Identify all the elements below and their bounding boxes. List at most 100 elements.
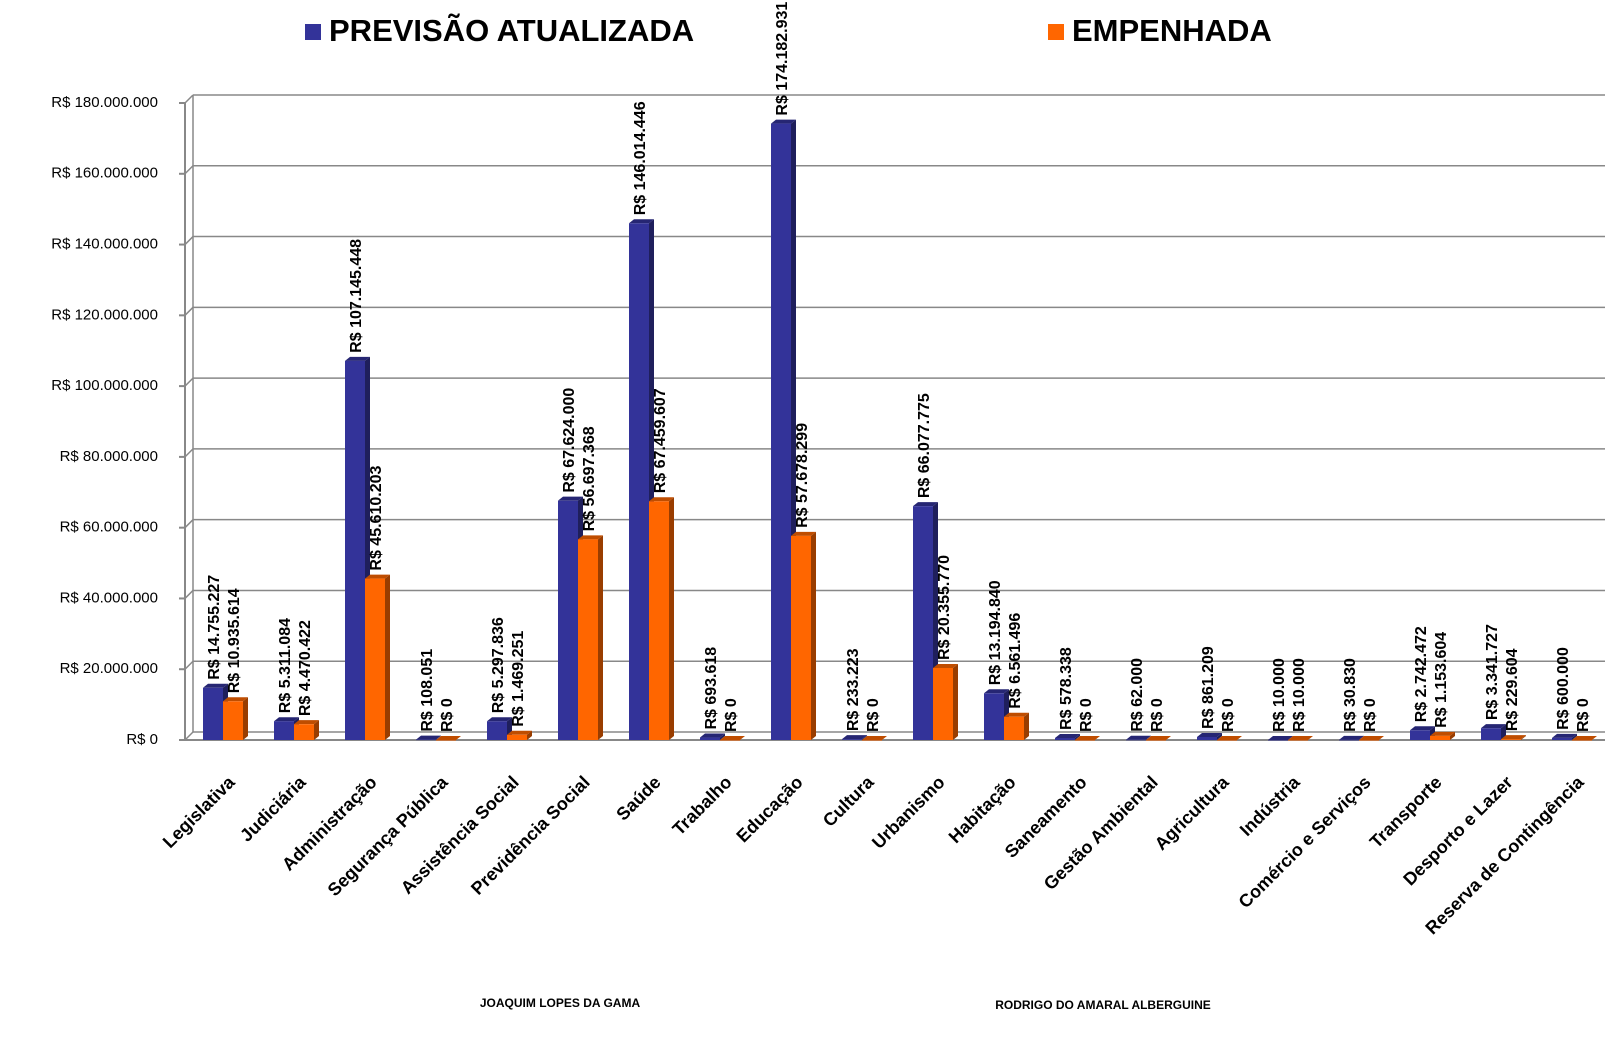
value-label: R$ 13.194.840 xyxy=(987,580,1004,685)
bar-top xyxy=(1126,735,1151,740)
x-tick-label: Agricultura xyxy=(1151,771,1234,854)
value-label: R$ 0 xyxy=(1362,698,1379,732)
bar xyxy=(700,737,720,740)
y-tick-label: R$ 140.000.000 xyxy=(51,236,158,253)
bar-top xyxy=(1075,736,1100,740)
bar-side xyxy=(1146,735,1151,740)
x-tick-label: Comércio e Serviços xyxy=(1235,772,1375,912)
bar xyxy=(649,501,669,740)
value-label: R$ 5.297.836 xyxy=(490,617,507,713)
bar-top xyxy=(345,356,370,361)
grid-line-side xyxy=(184,519,194,529)
bar-top xyxy=(933,663,958,668)
bar-side xyxy=(1521,735,1526,740)
value-label: R$ 600.000 xyxy=(1555,647,1572,730)
legend-swatch xyxy=(1048,24,1064,40)
bar xyxy=(984,693,1004,740)
y-tick-label: R$ 20.000.000 xyxy=(60,660,158,677)
bar-top xyxy=(416,735,441,740)
bar-top xyxy=(629,219,654,224)
value-label: R$ 861.209 xyxy=(1200,646,1217,729)
bar-top xyxy=(862,736,887,740)
bar-top xyxy=(1552,733,1577,738)
bar-side xyxy=(436,735,441,740)
grid-line-side xyxy=(184,448,194,458)
y-tick-label: R$ 40.000.000 xyxy=(60,589,158,606)
bar xyxy=(1126,739,1146,741)
bar xyxy=(1197,736,1217,740)
bar xyxy=(294,724,314,740)
x-tick-label: Indústria xyxy=(1236,771,1305,840)
value-label: R$ 6.561.496 xyxy=(1007,613,1024,709)
bar xyxy=(436,740,456,741)
grid-line-side xyxy=(184,589,194,599)
x-tick-label: Educação xyxy=(732,772,806,846)
bar-top xyxy=(842,735,867,740)
x-tick-label: Assistência Social xyxy=(397,772,523,898)
bar-side xyxy=(1450,731,1455,740)
bar-side xyxy=(1075,733,1080,740)
value-label: R$ 0 xyxy=(1078,698,1095,732)
value-label: R$ 0 xyxy=(439,698,456,732)
bar xyxy=(1075,740,1095,741)
bar xyxy=(1217,740,1237,741)
value-label: R$ 4.470.422 xyxy=(297,620,314,716)
bar-top xyxy=(1268,735,1293,740)
value-label: R$ 10.000 xyxy=(1271,658,1288,732)
bar-side xyxy=(669,497,674,740)
value-label: R$ 0 xyxy=(723,698,740,732)
bar xyxy=(203,687,223,740)
bar-side xyxy=(243,697,248,740)
bar-top xyxy=(791,531,816,536)
value-label: R$ 146.014.446 xyxy=(632,101,649,215)
value-label: R$ 45.610.203 xyxy=(368,466,385,571)
footer-note: JOAQUIM LOPES DA GAMA xyxy=(480,996,641,1010)
grid-line-side xyxy=(184,731,194,741)
x-tick-label: Judiciária xyxy=(236,771,310,845)
bar xyxy=(933,667,953,740)
value-label: R$ 57.678.299 xyxy=(794,423,811,528)
bar xyxy=(791,535,811,740)
bar-top xyxy=(223,697,248,702)
value-label: R$ 30.830 xyxy=(1342,658,1359,732)
bar-top xyxy=(1146,736,1171,740)
x-tick-label: Legislativa xyxy=(159,771,240,852)
bar-side xyxy=(314,720,319,740)
value-label: R$ 1.153.604 xyxy=(1433,632,1450,728)
bar-side xyxy=(385,574,390,740)
value-label: R$ 693.618 xyxy=(703,647,720,730)
bar-top xyxy=(436,736,461,740)
value-label: R$ 1.469.251 xyxy=(510,631,527,727)
bar xyxy=(1055,737,1075,740)
value-label: R$ 67.459.607 xyxy=(652,388,669,493)
grid-line-side xyxy=(184,94,194,104)
value-label: R$ 0 xyxy=(1220,698,1237,732)
grid-line-side xyxy=(184,306,194,316)
bar-side xyxy=(527,730,532,740)
value-label: R$ 0 xyxy=(1149,698,1166,732)
bar xyxy=(1004,716,1024,740)
y-tick-label: R$ 100.000.000 xyxy=(51,377,158,394)
value-label: R$ 67.624.000 xyxy=(561,388,578,493)
bar xyxy=(720,740,740,741)
bar xyxy=(629,223,649,740)
value-label: R$ 578.338 xyxy=(1058,647,1075,730)
bar xyxy=(578,539,598,740)
bar-top xyxy=(1359,736,1384,740)
bar-top xyxy=(1004,712,1029,717)
bar xyxy=(223,701,243,740)
value-label: R$ 10.935.614 xyxy=(226,588,243,693)
value-label: R$ 229.604 xyxy=(1504,648,1521,731)
bar xyxy=(507,734,527,740)
value-label: R$ 3.341.727 xyxy=(1484,624,1501,720)
bar-top xyxy=(700,733,725,738)
bar-top xyxy=(578,535,603,540)
legend-swatch xyxy=(305,24,321,40)
value-label: R$ 66.077.775 xyxy=(916,393,933,498)
bar xyxy=(487,721,507,740)
value-label: R$ 10.000 xyxy=(1291,658,1308,732)
bar-top xyxy=(1217,736,1242,740)
bar-top xyxy=(365,574,390,579)
bar xyxy=(1359,740,1379,741)
